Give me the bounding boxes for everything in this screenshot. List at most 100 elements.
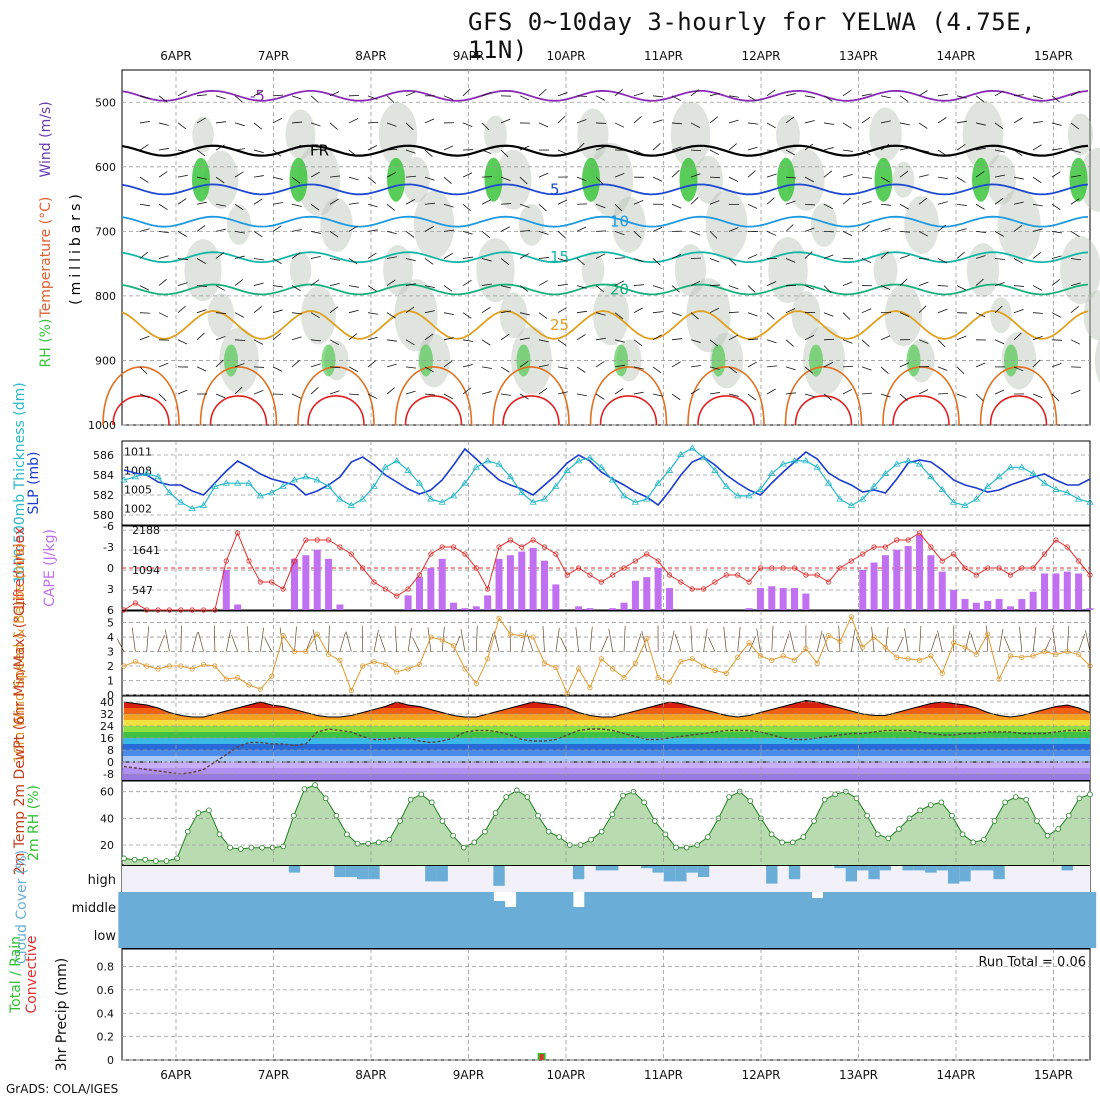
wind-barb <box>386 279 396 286</box>
cloud-bar-middle <box>516 892 528 922</box>
cloud-bar-low <box>391 922 403 948</box>
wind10m-marker <box>894 654 900 660</box>
cloud-bar-middle <box>220 892 233 922</box>
rh-shading-blob <box>518 203 545 246</box>
date-label-top: 15APR <box>1034 49 1073 63</box>
wind10m-barb <box>260 627 264 652</box>
slp-line <box>123 447 1091 510</box>
chart-title: GFS 0~10day 3-hourly for YELWA (4.75E, 1… <box>468 8 1037 64</box>
wind-barb <box>861 224 870 232</box>
wind-barb <box>196 366 207 372</box>
wind-barb <box>842 312 851 320</box>
wind-barb <box>975 393 984 402</box>
wind10m-barb <box>1052 628 1057 652</box>
wind-barb <box>823 312 834 317</box>
wind-barb <box>785 116 795 124</box>
wind-barb <box>1032 144 1042 151</box>
wind10m-barb <box>703 628 708 652</box>
rh-shading-blob <box>873 250 898 291</box>
date-label-bottom: 14APR <box>936 1068 975 1082</box>
cloud-bar-middle <box>311 892 324 922</box>
wind-barb <box>196 201 207 205</box>
wind10m-barb <box>475 625 478 652</box>
rh2m-marker <box>1076 795 1083 802</box>
wind-barb <box>880 285 891 291</box>
cape-bar <box>609 608 617 610</box>
pressure-tick-label: 900 <box>95 354 116 367</box>
temp-color-band <box>122 750 1090 756</box>
thick-ylabel-group: 1000-500mb Thickness (dm)SLP (mb) <box>12 382 42 583</box>
cloud-bar-middle <box>572 907 585 922</box>
cloud-bar-low <box>1027 922 1040 948</box>
wind10m-marker <box>553 664 559 671</box>
cloud-bar-middle <box>231 892 244 922</box>
cloud-bar-low <box>254 922 267 948</box>
wind-barb <box>405 366 416 369</box>
slp-marker <box>984 482 992 489</box>
cloud-bar-middle <box>993 892 1006 922</box>
slp-tick-label: 1005 <box>124 484 152 497</box>
wind-barb <box>918 90 928 97</box>
wind-barb <box>234 279 244 286</box>
precip-tick-label: 0.2 <box>97 1031 115 1044</box>
cape-bar <box>972 602 980 610</box>
wind-barb <box>386 203 396 211</box>
wind10m-barb <box>600 636 609 652</box>
slp-marker <box>211 482 219 489</box>
wind-barb <box>652 311 663 314</box>
precip-convective-bar <box>539 1054 544 1060</box>
slp-marker <box>608 476 617 483</box>
rh-shading-blob <box>394 279 438 352</box>
lifted-index-marker <box>405 586 411 592</box>
slp-marker <box>858 495 867 502</box>
wind10m-marker <box>394 669 400 675</box>
slp-marker <box>449 492 458 499</box>
wind-barb <box>196 94 207 97</box>
wind-barb <box>272 366 283 372</box>
lifted-index-marker <box>394 593 400 599</box>
lifted-index-marker <box>826 579 832 585</box>
wind-barb <box>272 258 282 265</box>
wind-barb <box>405 149 416 154</box>
wind-barb <box>386 122 397 127</box>
date-label-top: 12APR <box>741 49 780 63</box>
wind-barb <box>975 95 985 103</box>
wind-barb <box>253 175 264 178</box>
cloud-bar-low <box>993 922 1006 948</box>
wind-barb <box>804 203 816 206</box>
cloud-bar-middle <box>277 892 290 922</box>
lifted-index-marker <box>700 586 707 592</box>
wind-barb <box>329 198 339 205</box>
wind-barb <box>576 226 587 232</box>
wind-barb <box>215 121 226 124</box>
lifted-index-marker <box>712 579 718 585</box>
rh2m-marker <box>821 796 828 803</box>
wind-barb <box>538 339 549 343</box>
rh-high-blob <box>387 157 405 202</box>
wind-barb <box>956 120 967 124</box>
cloud-high-bar <box>879 866 892 871</box>
wind-barb <box>614 89 623 97</box>
cloud-bar-low <box>697 922 710 948</box>
lifted-index-marker <box>553 551 559 557</box>
wind10m-marker <box>746 640 752 646</box>
lifted-index-marker <box>689 586 695 592</box>
cloud-bar-middle <box>743 892 756 922</box>
cloud-bar-middle <box>561 892 574 922</box>
wind-barb <box>899 203 909 210</box>
cloud-high-bar <box>788 866 801 880</box>
wind-barb <box>1032 359 1041 368</box>
rh2m-marker <box>174 855 180 862</box>
cape-bar <box>927 555 935 610</box>
wind-barb <box>196 332 205 341</box>
wind-tick-label: 1 <box>107 675 114 688</box>
wind-barb <box>709 339 719 347</box>
wind10m-barb <box>756 628 761 652</box>
isotherm-line <box>121 89 1089 102</box>
cloud-high-bar <box>572 866 585 880</box>
wind-barb <box>215 393 226 399</box>
wind-barb <box>576 142 585 151</box>
wind-barb <box>671 203 682 209</box>
cloud-bar-middle <box>322 892 335 922</box>
